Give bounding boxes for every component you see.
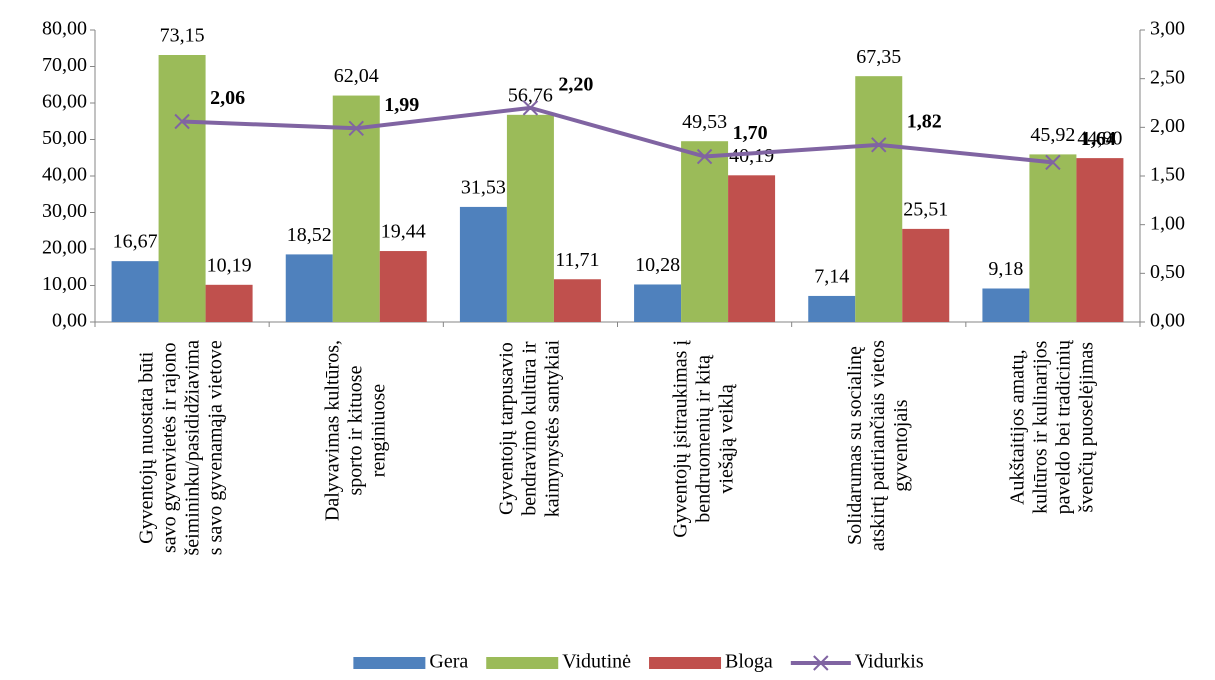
y-tick-label: 70,00 [42,54,87,76]
line-value-label: 1,64 [1081,128,1116,150]
y2-tick-label: 0,50 [1150,261,1185,283]
bar [379,251,427,322]
bar-value-label: 56,76 [508,84,553,106]
bar-value-label: 40,19 [729,145,774,167]
line [182,105,1054,165]
bar-value-label: 49,53 [682,111,727,133]
bar-value-label: 25,51 [903,198,948,220]
bar [982,288,1030,322]
bar [158,55,206,322]
bar-value-label: 44,90 [1077,128,1122,150]
line-marker [348,120,364,137]
line-value-label: 1,70 [733,122,768,144]
bar [681,141,729,322]
y-tick-label: 40,00 [42,164,87,186]
x-tick-label: Aukštaitijos amatų,kultūros ir kulinarij… [1006,339,1097,514]
line-value-label: 1,99 [384,94,419,116]
x-tick-label: Gyventojų įsitraukimas įbendruomenių ir … [669,340,737,538]
legend-swatch [353,657,426,669]
y2-tick-label: 1,50 [1150,164,1185,186]
line-value-label: 1,82 [907,110,942,132]
x-tick-label: Dalyvavimas kultūros,sporto ir kituosere… [321,340,389,521]
bar-value-label: 31,53 [461,177,506,199]
bar-value-label: 18,52 [287,224,332,246]
legend-marker [813,655,829,671]
bar-value-label: 7,14 [814,266,849,288]
bar [205,284,253,322]
bar [553,279,601,322]
bar-value-label: 10,19 [207,254,252,276]
y-tick-label: 50,00 [42,127,87,149]
y2-tick-label: 2,00 [1150,115,1185,137]
legend-item: Vidurkis [790,651,924,673]
bar [459,206,507,322]
line-marker [696,148,713,165]
line-value-label: 2,06 [210,87,245,109]
bar [808,295,856,322]
bar [111,261,159,322]
x-tick-label: Solidarumas su socialinęatskirtį patiria… [843,340,911,551]
legend-label: Bloga [725,651,773,673]
legend-label: Vidutinė [562,651,631,673]
bar [1029,154,1077,322]
legend-swatch [486,657,559,669]
bar [506,114,554,323]
bar-value-label: 45,92 [1030,124,1075,146]
bar-value-label: 9,18 [988,258,1023,280]
y-tick-label: 10,00 [42,273,87,295]
legend-item: Vidutinė [486,651,631,673]
line-marker [1045,154,1061,171]
bar-value-label: 11,71 [555,249,599,271]
y-tick-label: 30,00 [42,200,87,222]
bar [634,284,682,322]
bar-value-label: 10,28 [635,254,680,276]
bar [728,175,776,322]
legend-label: Vidurkis [855,651,924,673]
bar-value-label: 19,44 [381,221,426,243]
bar [855,76,903,322]
y2-tick-label: 2,50 [1150,66,1185,88]
legend-label: Gera [429,651,468,673]
line-marker [522,100,539,116]
y2-tick-label: 0,00 [1150,310,1185,332]
line-value-label: 2,20 [558,73,593,95]
x-tick-label: Gyventojų nuostata būtisavo gyvenvietės … [135,340,226,556]
bar-value-label: 16,67 [113,231,158,253]
legend-item: Gera [353,651,468,673]
legend-swatch [649,657,722,669]
y2-tick-label: 1,00 [1150,212,1185,234]
bar-value-label: 62,04 [334,65,379,87]
y2-tick-label: 3,00 [1150,18,1185,40]
y-tick-label: 20,00 [42,237,87,259]
line-marker [871,137,887,153]
y-tick-label: 60,00 [42,91,87,113]
bar-value-label: 73,15 [160,25,205,47]
bar [332,95,380,322]
bar-value-label: 67,35 [856,46,901,68]
bar [1076,158,1124,322]
bar [902,228,950,322]
legend: Gera Vidutinė Bloga Vidurkis [353,651,924,673]
legend-item: Bloga [649,651,773,673]
bar [285,254,333,322]
x-tick-label: Gyventojų tarpusaviobendravimo kultūra i… [495,340,563,518]
y-tick-label: 80,00 [42,18,87,40]
y-tick-label: 0,00 [52,310,87,332]
line-marker [174,113,190,130]
